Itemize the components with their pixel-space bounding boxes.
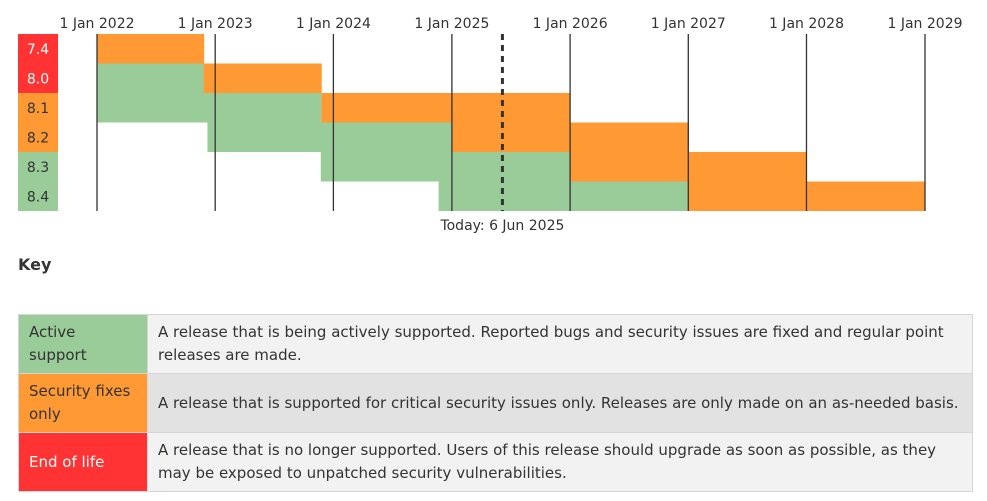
branch-label-8-3: 8.3 bbox=[27, 160, 49, 176]
year-tick-label: 1 Jan 2029 bbox=[887, 16, 962, 32]
year-tick-label: 1 Jan 2024 bbox=[296, 16, 371, 32]
branch-label-8-0: 8.0 bbox=[27, 71, 49, 87]
year-tick-label: 1 Jan 2023 bbox=[178, 16, 253, 32]
branch-label-bg-7-4 bbox=[18, 34, 58, 64]
branch-label-bg-8-0 bbox=[18, 63, 58, 93]
bar-8-1-active bbox=[97, 93, 322, 123]
today-label: Today: 6 Jun 2025 bbox=[439, 218, 564, 234]
key-table: Active support A release that is being a… bbox=[18, 314, 973, 492]
key-description-security-fixes: A release that is supported for critical… bbox=[147, 373, 973, 433]
bar-8-0-active bbox=[97, 63, 204, 93]
bar-7-4-security bbox=[97, 34, 205, 64]
key-heading: Key bbox=[18, 255, 52, 274]
bar-8-0-security bbox=[203, 63, 322, 93]
bar-8-2-active bbox=[207, 122, 452, 152]
key-row-security-fixes: Security fixes only A release that is su… bbox=[18, 373, 973, 433]
key-label-active-support: Active support bbox=[18, 314, 148, 374]
key-label-security-fixes: Security fixes only bbox=[18, 373, 148, 433]
release-timeline-chart: 7.4 8.0 8.1 8.2 8.3 8.4 1 Jan 2022 1 Jan 2023 1 … bbox=[18, 16, 963, 234]
year-tick-label: 1 Jan 2027 bbox=[651, 16, 726, 32]
year-tick-label: 1 Jan 2022 bbox=[59, 16, 134, 32]
branch-label-8-1: 8.1 bbox=[27, 101, 49, 117]
bar-8-1-security bbox=[321, 93, 570, 123]
year-tick-label: 1 Jan 2025 bbox=[414, 16, 489, 32]
branch-label-bg-8-2 bbox=[18, 122, 58, 152]
branch-label-8-2: 8.2 bbox=[27, 130, 49, 146]
key-description-end-of-life: A release that is no longer supported. U… bbox=[147, 432, 973, 492]
branch-label-bg-8-1 bbox=[18, 93, 58, 123]
bar-8-4-active bbox=[438, 181, 688, 211]
year-tick-label: 1 Jan 2028 bbox=[769, 16, 844, 32]
year-tick-label: 1 Jan 2026 bbox=[533, 16, 608, 32]
key-row-active-support: Active support A release that is being a… bbox=[18, 314, 973, 374]
key-row-end-of-life: End of life A release that is no longer … bbox=[18, 432, 973, 492]
branch-label-bg-8-3 bbox=[18, 152, 58, 182]
bar-8-3-active bbox=[320, 152, 570, 182]
key-label-end-of-life: End of life bbox=[18, 432, 148, 492]
key-description-active-support: A release that is being actively support… bbox=[147, 314, 973, 374]
branch-label-8-4: 8.4 bbox=[27, 189, 49, 205]
branch-label-7-4: 7.4 bbox=[27, 42, 49, 58]
branch-label-bg-8-4 bbox=[18, 181, 58, 211]
